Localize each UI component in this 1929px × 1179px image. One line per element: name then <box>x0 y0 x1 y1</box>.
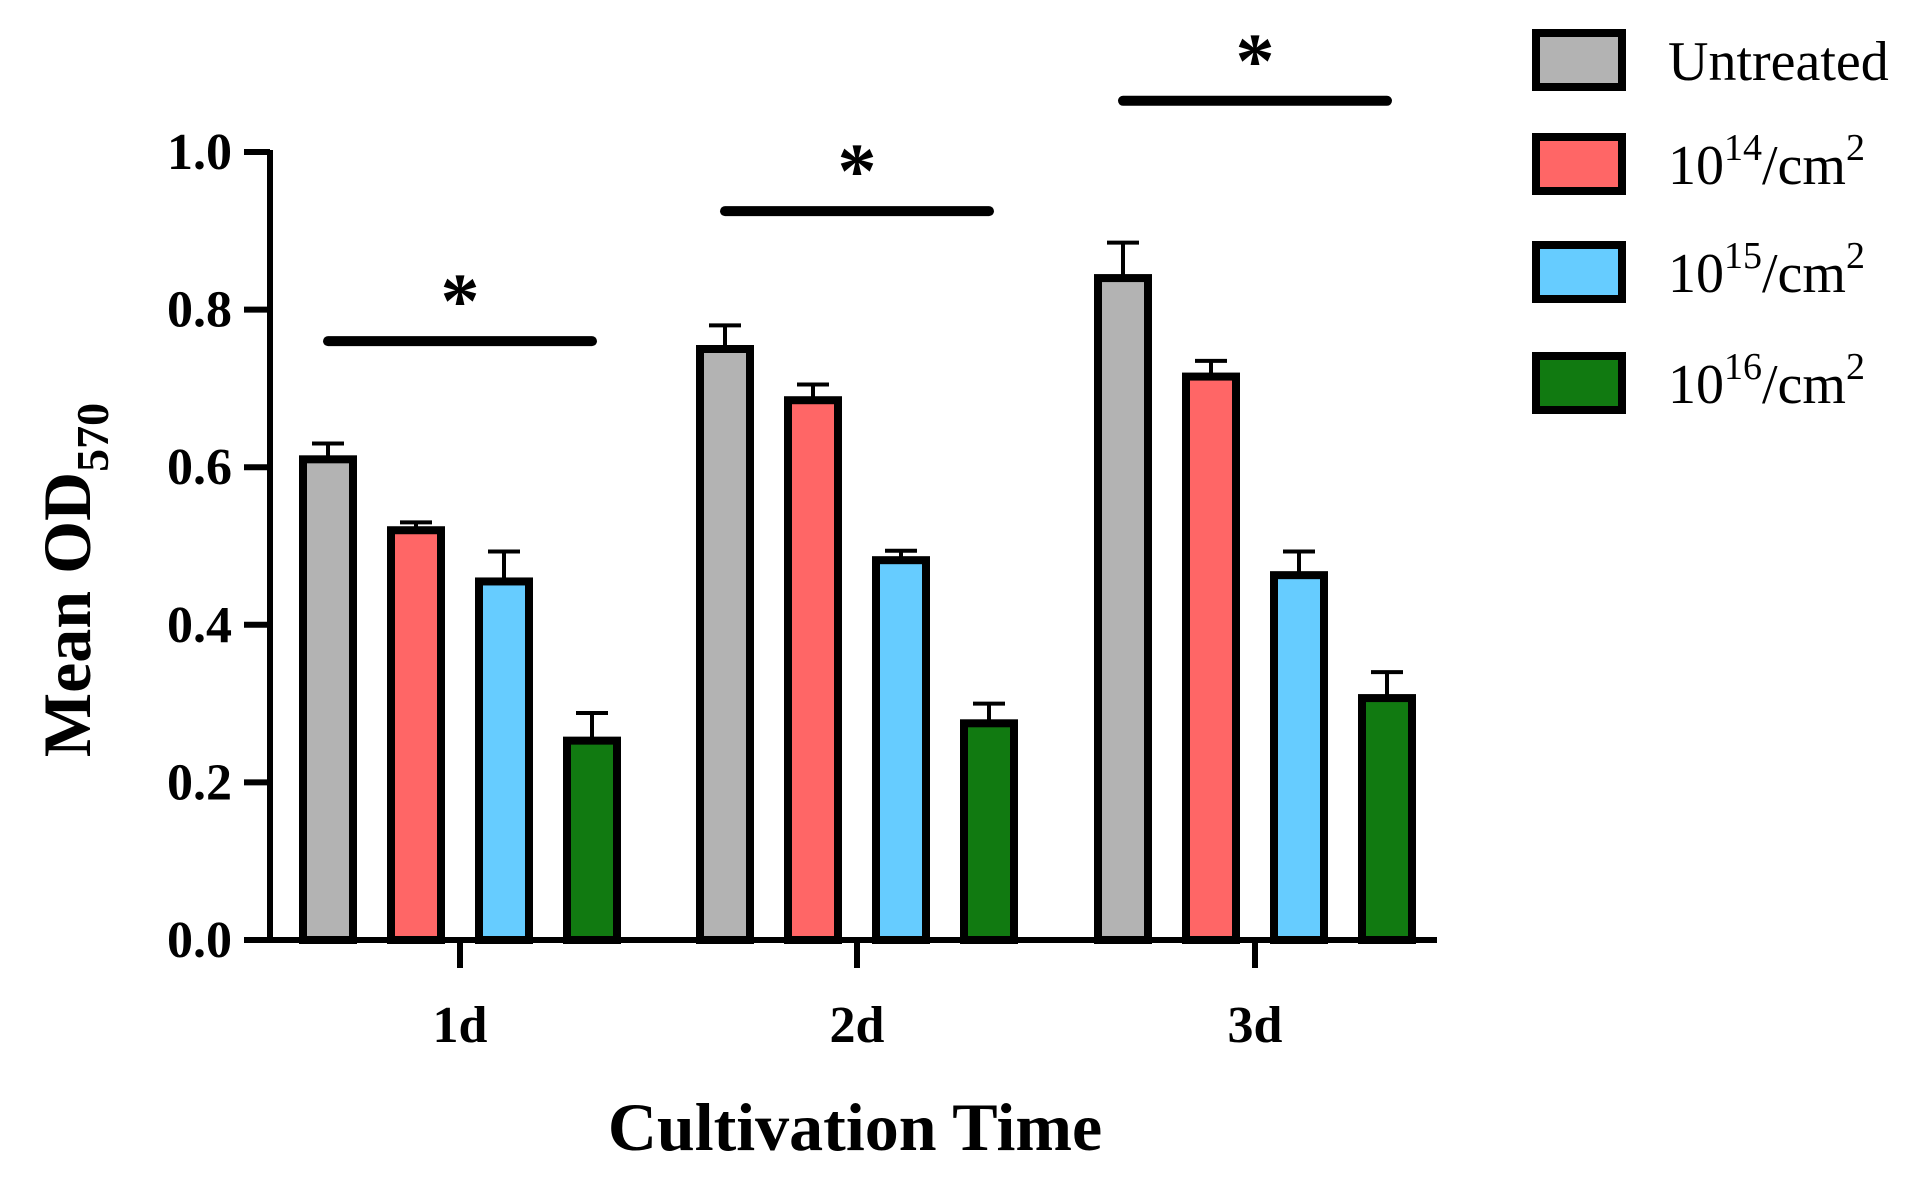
y-tick-label: 0.8 <box>167 282 232 339</box>
x-tick-label-2d: 2d <box>830 997 885 1054</box>
bar-1d-series-1 <box>387 526 445 944</box>
legend-label-unit: /cm <box>1762 354 1846 416</box>
legend-label-unit-exponent: 2 <box>1846 235 1865 277</box>
bar-2d-series-1 <box>784 396 842 945</box>
bar-1d-series-3 <box>563 736 621 944</box>
legend-label-series-0: Untreated <box>1668 31 1889 93</box>
bar-group <box>299 274 1416 945</box>
y-axis-title-subscript: 570 <box>67 403 118 472</box>
x-tick-label-3d: 3d <box>1228 997 1283 1054</box>
x-tick-label-1d: 1d <box>433 997 488 1054</box>
bar-2d-series-3 <box>960 719 1018 944</box>
legend-label-base: 10 <box>1668 135 1724 197</box>
bar-3d-series-3 <box>1358 694 1416 944</box>
legend-swatch-series-0 <box>1532 29 1626 91</box>
legend-label-series-1: 1014/cm2 <box>1668 127 1865 197</box>
x-ticks: 1d 2d 3d <box>433 940 1283 1054</box>
legend-label-series-2: 1015/cm2 <box>1668 235 1865 305</box>
y-tick-label: 0.6 <box>167 439 232 496</box>
legend-label-exponent: 14 <box>1724 127 1762 169</box>
significance-star-2d: * <box>838 127 877 214</box>
y-tick-label: 0.2 <box>167 754 232 811</box>
legend-swatch-series-2 <box>1532 241 1626 303</box>
bar-3d-series-1 <box>1182 372 1240 944</box>
y-tick-label: 1.0 <box>167 124 232 181</box>
legend-label-exponent: 15 <box>1724 235 1762 277</box>
y-ticks: 0.0 0.2 0.4 0.6 0.8 1.0 <box>167 124 270 969</box>
significance-star-3d: * <box>1236 17 1275 104</box>
legend-swatch-series-3 <box>1532 352 1626 414</box>
legend-label-unit: /cm <box>1762 135 1846 197</box>
significance-star-1d: * <box>441 257 480 344</box>
legend-label-base: 10 <box>1668 243 1724 305</box>
legend-label-unit-exponent: 2 <box>1846 346 1865 388</box>
error-bar-group <box>312 240 1403 741</box>
legend-label-base: Untreated <box>1668 31 1889 93</box>
bar-3d-series-0 <box>1094 274 1152 944</box>
bar-2d-series-0 <box>696 345 754 944</box>
y-axis-title: Mean OD570 <box>29 403 118 757</box>
bar-1d-series-0 <box>299 455 357 944</box>
legend-label-series-3: 1016/cm2 <box>1668 346 1865 416</box>
bar-2d-series-2 <box>872 556 930 945</box>
legend-label-exponent: 16 <box>1724 346 1762 388</box>
legend-label-unit: /cm <box>1762 243 1846 305</box>
legend-swatch-series-1 <box>1532 133 1626 195</box>
x-axis-title: Cultivation Time <box>608 1089 1102 1165</box>
y-tick-label: 0.0 <box>167 912 232 969</box>
significance-group: * * * <box>323 17 1392 347</box>
bar-3d-series-2 <box>1270 571 1328 944</box>
legend-label-unit-exponent: 2 <box>1846 127 1865 169</box>
y-tick-label: 0.4 <box>167 597 232 654</box>
y-axis-title-main: Mean OD <box>29 472 105 757</box>
legend-label-base: 10 <box>1668 354 1724 416</box>
bar-1d-series-2 <box>475 577 533 945</box>
